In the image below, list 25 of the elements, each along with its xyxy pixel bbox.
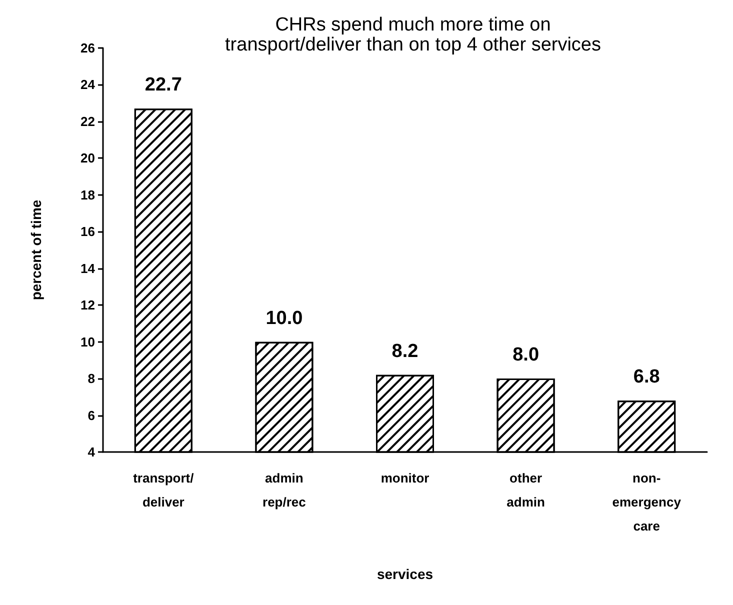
y-tick-label: 4 [88,444,96,460]
x-axis-title: services [376,566,434,582]
data-label: 6.8 [633,366,660,388]
y-tick-label: 18 [80,187,95,202]
y-tick-label: 12 [80,298,95,313]
y-tick-label: 14 [80,260,96,276]
y-tick-label: 26 [80,40,95,56]
y-tick-label: 20 [80,150,95,166]
y-axis-title: percent of time [28,200,44,300]
x-tick-label: other admin [506,470,545,510]
x-tick-label: transport/ deliver [133,470,194,510]
data-label: 8.0 [512,344,540,366]
y-tick-label: 22 [80,114,95,129]
chart-title: CHRs spend much more time on transport/deliver than on top 4 other services [225,14,601,56]
y-tick-label: 24 [80,77,96,92]
data-label: 10.0 [266,308,303,329]
y-tick-label: 10 [80,334,95,350]
data-label: 22.7 [144,74,182,96]
x-tick-label: monitor [380,470,430,486]
y-tick-label: 8 [88,371,95,386]
y-tick-label: 16 [80,224,95,240]
x-tick-label: non- emergency care [612,470,682,534]
x-tick-label: admin rep/rec [262,470,306,510]
y-tick-label: 6 [88,408,95,423]
data-label: 8.2 [392,340,418,362]
